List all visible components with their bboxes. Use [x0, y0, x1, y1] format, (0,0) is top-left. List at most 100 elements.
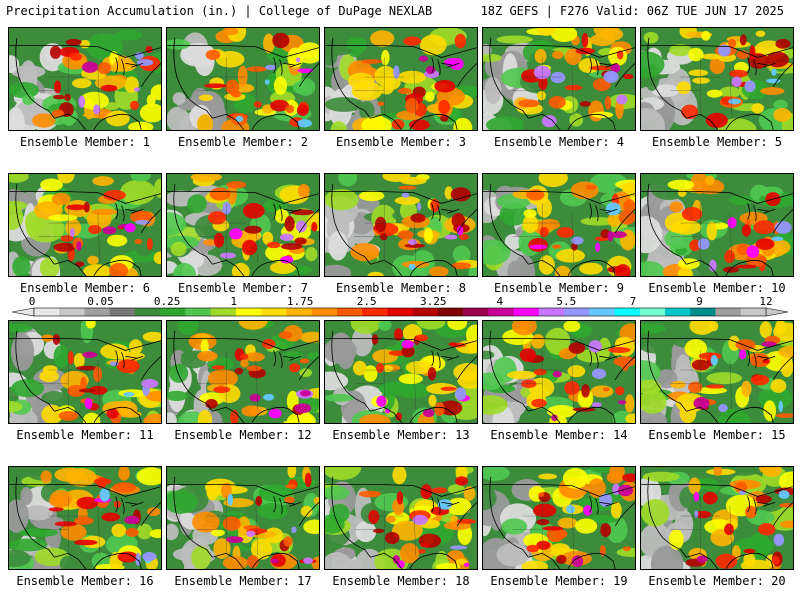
ensemble-member-label: Ensemble Member: 18	[332, 574, 470, 588]
colorbar-swatch	[261, 308, 287, 316]
ensemble-member-map	[8, 466, 162, 570]
colorbar: 0 0.05 0.25 1 1.75 2.5 3.25 4 5.5 7 9 12	[11, 295, 789, 317]
run-info: 18Z GEFS | F276 Valid: 06Z TUE JUN 17 20…	[480, 4, 784, 18]
colorbar-tick-label: 7	[630, 295, 637, 308]
colorbar-swatch	[311, 308, 338, 316]
ensemble-member-label: Ensemble Member: 12	[174, 428, 312, 442]
colorbar-swatch	[34, 308, 60, 316]
colorbar-swatch	[134, 308, 161, 316]
precip-map	[483, 467, 635, 569]
ensemble-member-label: Ensemble Member: 6	[19, 281, 151, 295]
ensemble-member-map	[640, 27, 794, 131]
precip-map	[167, 174, 319, 276]
precip-map	[483, 174, 635, 276]
ensemble-member-label: Ensemble Member: 20	[648, 574, 786, 588]
precip-map	[641, 28, 793, 130]
precip-map	[325, 28, 477, 130]
ensemble-member-label: Ensemble Member: 1	[19, 135, 151, 149]
colorbar-swatch	[286, 308, 312, 316]
precip-map	[641, 467, 793, 569]
precip-map	[9, 467, 161, 569]
colorbar-swatch	[412, 308, 439, 316]
colorbar-swatch	[564, 308, 590, 316]
ensemble-member-label: Ensemble Member: 9	[493, 281, 625, 295]
colorbar-swatch	[665, 308, 691, 316]
ensemble-member-map	[166, 27, 320, 131]
precip-map	[483, 321, 635, 423]
ensemble-member-map	[8, 173, 162, 277]
ensemble-member-map	[8, 320, 162, 424]
ensemble-member-map	[482, 466, 636, 570]
colorbar-low-arrow	[11, 307, 35, 317]
ensemble-member-map	[324, 466, 478, 570]
ensemble-member-label: Ensemble Member: 8	[335, 281, 467, 295]
colorbar-swatch	[336, 308, 363, 316]
colorbar-tick-label: 0.25	[154, 295, 181, 308]
colorbar-swatch	[589, 308, 615, 316]
precip-map	[9, 321, 161, 423]
precip-map	[167, 321, 319, 423]
ensemble-member-label: Ensemble Member: 14	[490, 428, 628, 442]
colorbar-swatch	[185, 308, 211, 316]
ensemble-member-map	[166, 466, 320, 570]
colorbar-tick-label: 1	[230, 295, 237, 308]
colorbar-swatch	[437, 308, 464, 316]
precip-map	[9, 28, 161, 130]
colorbar-tick-label: 12	[759, 295, 772, 308]
page-title: Precipitation Accumulation (in.) | Colle…	[6, 4, 433, 18]
colorbar-tick-label: 0	[29, 295, 36, 308]
colorbar-swatch	[235, 308, 262, 316]
ensemble-member-label: Ensemble Member: 15	[648, 428, 786, 442]
colorbar-swatch	[715, 308, 742, 316]
ensemble-member-label: Ensemble Member: 2	[177, 135, 309, 149]
colorbar-swatch	[690, 308, 716, 316]
ensemble-member-label: Ensemble Member: 19	[490, 574, 628, 588]
ensemble-member-map	[640, 466, 794, 570]
colorbar-tick-label: 5.5	[556, 295, 576, 308]
colorbar-swatch	[538, 308, 565, 316]
ensemble-member-map	[166, 173, 320, 277]
ensemble-member-map	[324, 27, 478, 131]
ensemble-member-label: Ensemble Member: 4	[493, 135, 625, 149]
colorbar-tick-label: 3.25	[420, 295, 447, 308]
colorbar-swatch	[84, 308, 111, 316]
ensemble-member-map	[482, 173, 636, 277]
colorbar-swatch	[160, 308, 186, 316]
ensemble-member-map	[482, 320, 636, 424]
colorbar-swatch	[59, 308, 85, 316]
ensemble-member-label: Ensemble Member: 7	[177, 281, 309, 295]
colorbar-swatch	[210, 308, 237, 316]
precip-map	[641, 174, 793, 276]
ensemble-member-label: Ensemble Member: 16	[16, 574, 154, 588]
colorbar-swatch	[362, 308, 388, 316]
colorbar-swatch	[740, 308, 767, 316]
ensemble-member-map	[640, 320, 794, 424]
ensemble-member-map	[8, 27, 162, 131]
colorbar-swatch	[463, 308, 489, 316]
colorbar-swatch	[109, 308, 136, 316]
ensemble-member-map	[324, 173, 478, 277]
colorbar-tick-label: 4	[497, 295, 504, 308]
precip-map	[325, 321, 477, 423]
ensemble-member-label: Ensemble Member: 11	[16, 428, 154, 442]
ensemble-member-map	[324, 320, 478, 424]
ensemble-member-map	[482, 27, 636, 131]
precip-map	[167, 467, 319, 569]
precip-map	[641, 321, 793, 423]
colorbar-swatch	[614, 308, 641, 316]
ensemble-member-label: Ensemble Member: 3	[335, 135, 467, 149]
colorbar-tick-label: 9	[696, 295, 703, 308]
ensemble-member-map	[640, 173, 794, 277]
colorbar-tick-label: 0.05	[87, 295, 114, 308]
precip-map	[167, 28, 319, 130]
precip-map	[483, 28, 635, 130]
precip-map	[325, 174, 477, 276]
ensemble-member-label: Ensemble Member: 10	[648, 281, 786, 295]
colorbar-tick-label: 2.5	[357, 295, 377, 308]
colorbar-swatch	[488, 308, 514, 316]
precip-map	[325, 467, 477, 569]
ensemble-member-label: Ensemble Member: 13	[332, 428, 470, 442]
ensemble-member-label: Ensemble Member: 5	[651, 135, 783, 149]
colorbar-swatch	[387, 308, 413, 316]
colorbar-swatch	[639, 308, 666, 316]
